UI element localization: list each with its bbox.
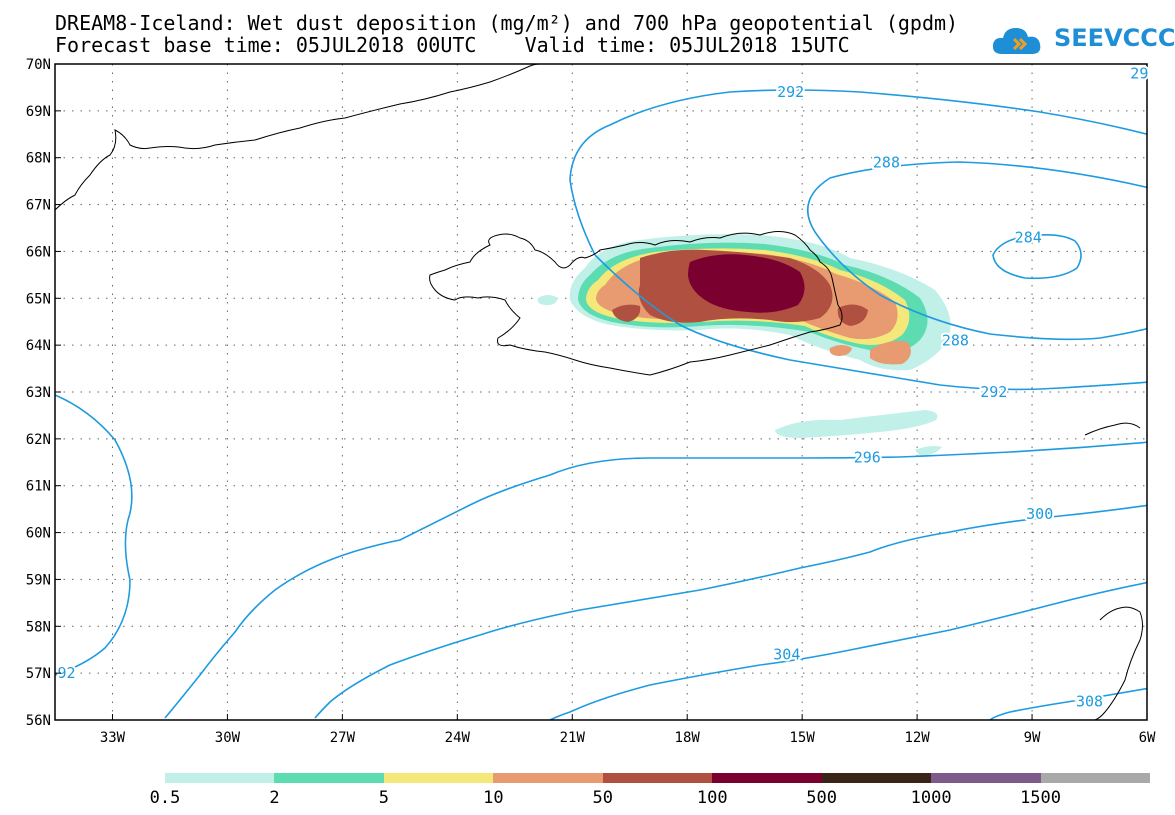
graticule [55, 64, 1148, 720]
contour-label: 308 [1076, 692, 1103, 710]
geopotential-contours [55, 89, 1147, 720]
lat-tick-label: 62N [26, 432, 51, 448]
dust-area-10-se [870, 341, 911, 365]
dust-area-100 [688, 254, 805, 313]
legend-swatch [1040, 773, 1150, 783]
contour-284 [992, 234, 1082, 280]
scotland-coast [1094, 606, 1143, 720]
contour-label: 292 [980, 383, 1007, 401]
legend-label: 5 [378, 788, 389, 808]
contour-label: 292 [777, 83, 804, 101]
contour-label: 300 [1026, 505, 1053, 523]
cloud-icon [992, 28, 1041, 54]
seevccc-logo: SEEVCCC [990, 20, 1175, 60]
contour-labels: 292 288 284 288 292 296 300 304 308 29 92 [55, 62, 1150, 712]
lat-tick-label: 70N [26, 57, 51, 73]
lon-tick-label: 6W [1139, 730, 1156, 746]
dust-area-50-e [837, 304, 868, 326]
contour-292-west [55, 394, 133, 676]
legend-swatch [165, 773, 275, 783]
lon-tick-label: 33W [100, 730, 126, 746]
lon-tick-label: 12W [904, 730, 930, 746]
legend-label: 2 [269, 788, 280, 808]
legend-label: 1500 [1020, 788, 1062, 808]
lon-tick-label: 27W [330, 730, 356, 746]
legend-swatch [931, 773, 1041, 783]
contour-label: 29 [1130, 64, 1148, 82]
lat-tick-label: 56N [26, 713, 51, 729]
contour-292-north [569, 89, 1147, 256]
lat-tick-label: 57N [26, 666, 51, 682]
map-title: DREAM8-Iceland: Wet dust deposition (mg/… [55, 11, 959, 35]
lat-tick-label: 61N [26, 479, 51, 495]
legend-label: 50 [592, 788, 614, 808]
dust-area-0.5-south [775, 410, 938, 438]
legend-swatch [493, 773, 603, 783]
dust-area-0.5-small [537, 295, 558, 306]
coastlines [55, 64, 1143, 720]
legend-label: 0.5 [149, 788, 181, 808]
legend-swatch [821, 773, 932, 783]
legend-swatch [712, 773, 822, 783]
logo-text: SEEVCCC [1054, 24, 1175, 52]
dust-area-0.5-south2 [915, 446, 942, 456]
lat-tick-label: 65N [26, 291, 51, 307]
legend-label: 500 [806, 788, 838, 808]
lon-tick-label: 30W [215, 730, 241, 746]
lon-tick-label: 21W [560, 730, 586, 746]
legend-swatch [383, 773, 494, 783]
lon-tick-label: 24W [445, 730, 471, 746]
lat-tick-label: 63N [26, 385, 51, 401]
contour-label: 92 [57, 664, 75, 682]
contour-292-south [594, 254, 1147, 391]
contour-296 [164, 441, 1147, 719]
legend-label: 1000 [910, 788, 952, 808]
lat-tick-label: 59N [26, 572, 51, 588]
lat-tick-label: 69N [26, 104, 51, 120]
legend-label: 100 [696, 788, 728, 808]
lat-tick-label: 64N [26, 338, 51, 354]
lat-tick-label: 60N [26, 526, 51, 542]
legend-colorbar [165, 773, 1150, 783]
contour-308 [989, 687, 1147, 720]
contour-label: 288 [942, 331, 969, 349]
contour-304 [549, 581, 1147, 720]
lon-tick-label: 15W [790, 730, 816, 746]
contour-288 [806, 161, 1147, 341]
lat-tick-label: 66N [26, 244, 51, 260]
lat-tick-label: 68N [26, 151, 51, 167]
lon-tick-label: 9W [1024, 730, 1041, 746]
iceland-coastline [429, 231, 843, 376]
lat-tick-label: 58N [26, 619, 51, 635]
lat-tick-label: 67N [26, 198, 51, 214]
legend-swatch [274, 773, 384, 783]
contour-label: 296 [854, 449, 881, 467]
contour-label: 284 [1015, 228, 1042, 246]
legend-swatch [602, 773, 713, 783]
contour-label: 304 [773, 645, 800, 663]
dust-area-10-se2 [829, 345, 852, 356]
contour-label: 288 [873, 153, 900, 171]
axis-labels: 33W 30W 27W 24W 21W 18W 15W 12W 9W 6W 70N 69N 68N 67N… [26, 57, 1156, 746]
dust-area-50-w [612, 304, 641, 322]
legend-label: 10 [483, 788, 504, 808]
map-subtitle-times: Forecast base time: 05JUL2018 00UTC Vali… [55, 33, 850, 57]
lon-tick-label: 18W [675, 730, 701, 746]
contour-300 [314, 504, 1147, 719]
faroe-coast [1084, 422, 1141, 436]
greenland-coastline [55, 64, 541, 211]
